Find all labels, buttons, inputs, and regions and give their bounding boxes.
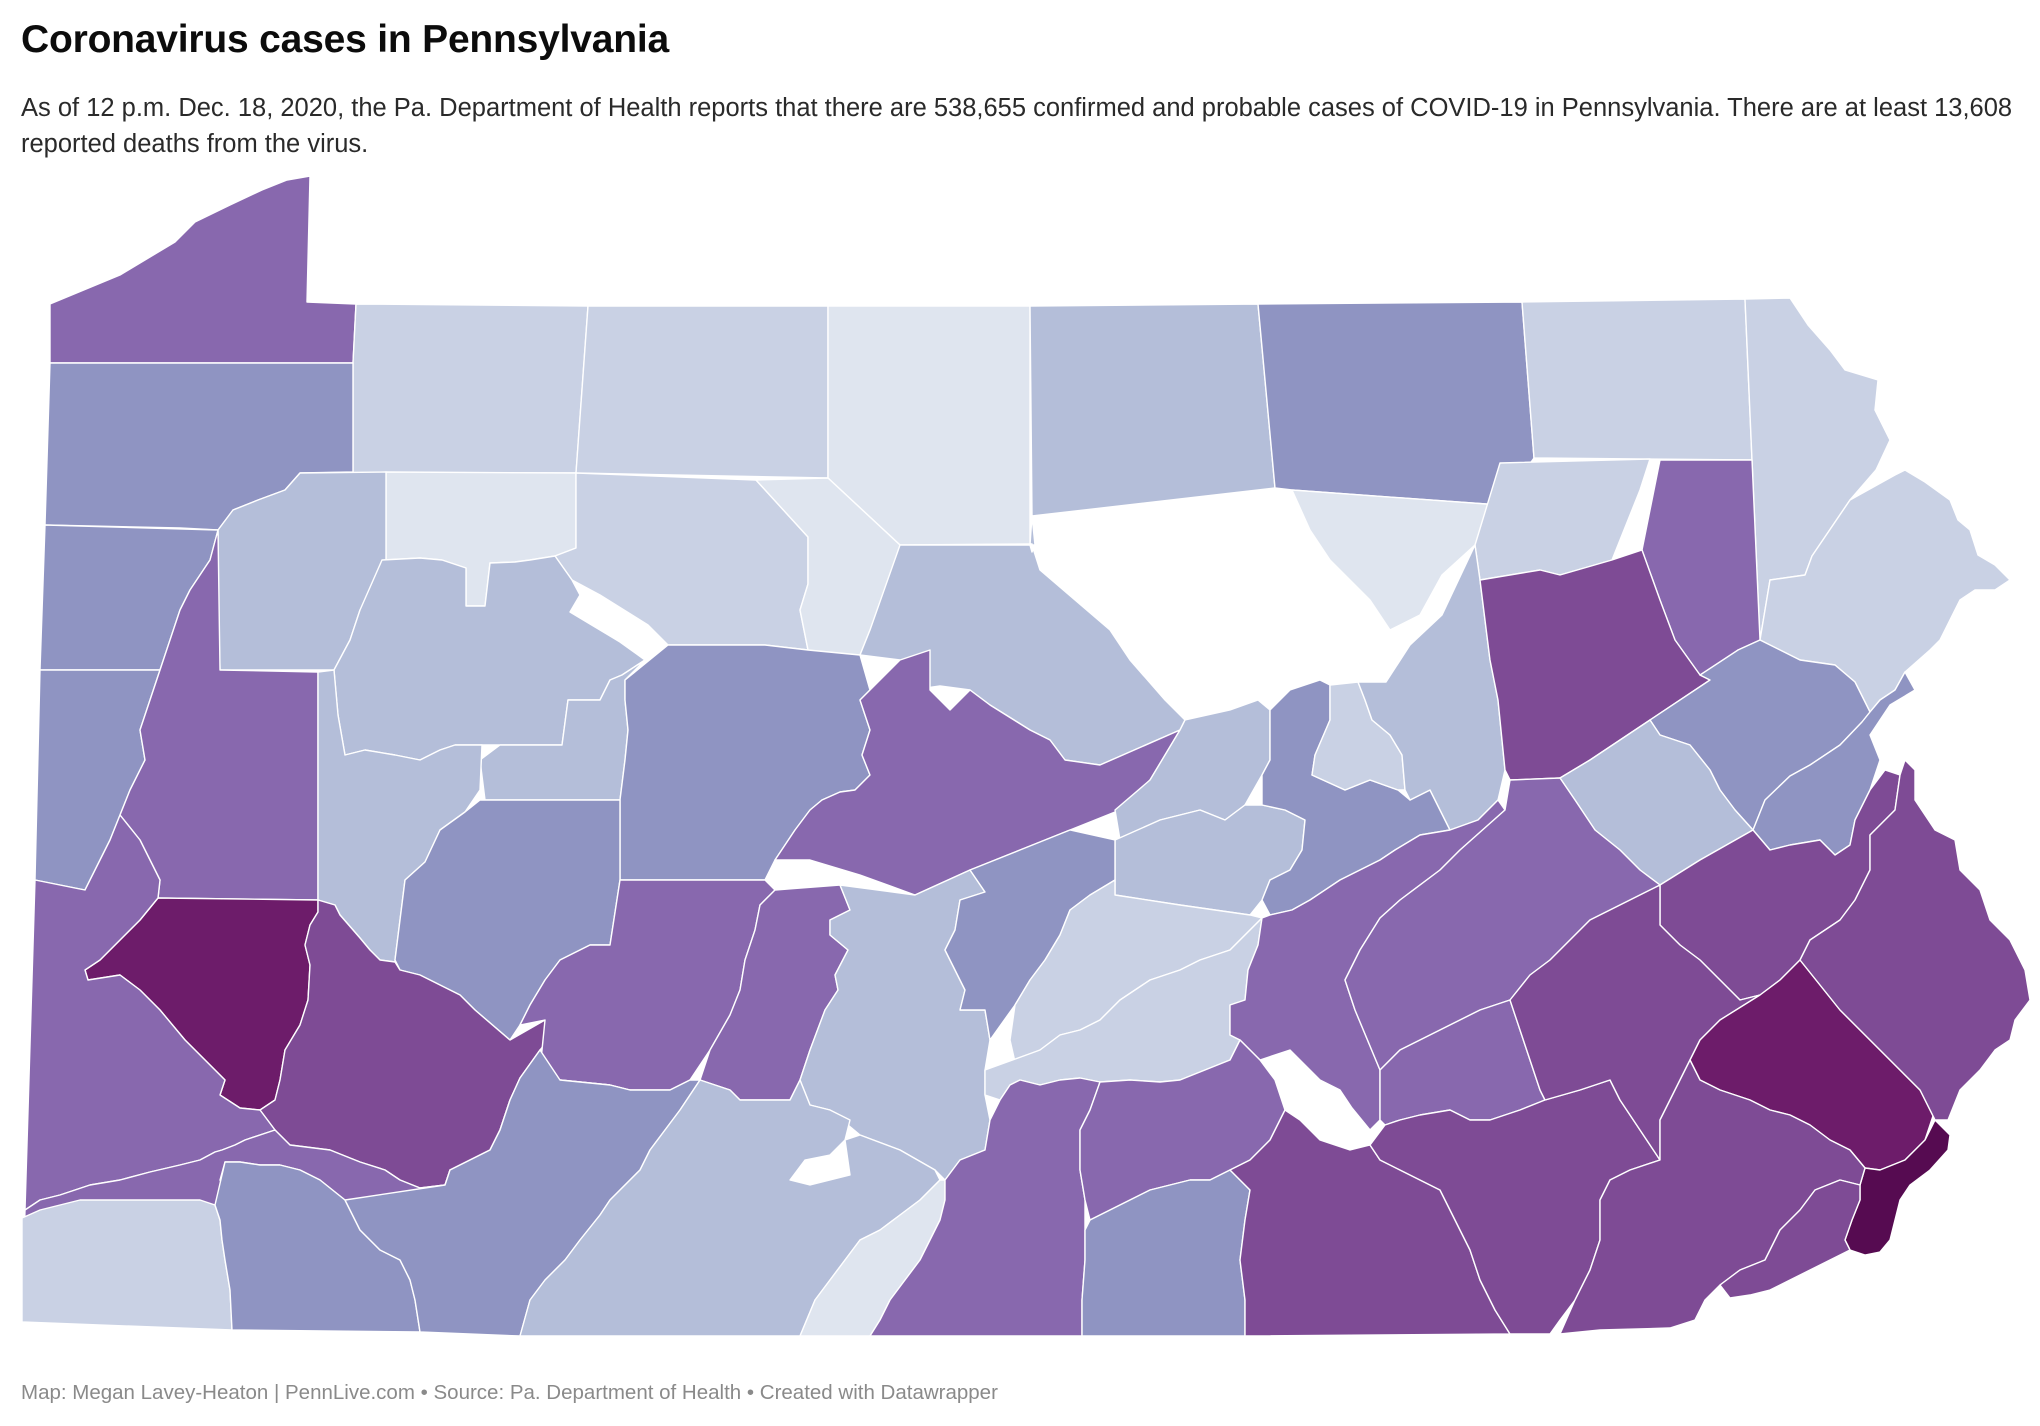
county-bucks[interactable]	[1799, 759, 2031, 1121]
map-title: Coronavirus cases in Pennsylvania	[21, 18, 670, 61]
county-tioga[interactable]	[1029, 303, 1276, 517]
county-mckean[interactable]	[575, 305, 829, 479]
county-erie[interactable]	[49, 175, 357, 364]
county-franklin[interactable]	[869, 1077, 1101, 1337]
county-greene[interactable]	[21, 1199, 233, 1331]
county-warren[interactable]	[352, 303, 589, 474]
county-elk[interactable]	[554, 472, 809, 651]
source-credit: Source: Pa. Department of Health	[433, 1381, 742, 1404]
county-delaware[interactable]	[1719, 1179, 1861, 1299]
footer-separator: •	[420, 1381, 428, 1404]
map-credit: Map: Megan Lavey-Heaton | PennLive.com	[21, 1381, 415, 1404]
map-subtitle: As of 12 p.m. Dec. 18, 2020, the Pa. Dep…	[21, 94, 2013, 158]
map-footer: Map: Megan Lavey-Heaton | PennLive.com •…	[21, 1381, 998, 1405]
county-susquehanna[interactable]	[1521, 298, 1753, 461]
footer-separator-2: •	[746, 1381, 755, 1404]
county-bradford[interactable]	[1257, 301, 1535, 506]
datawrapper-credit: Created with Datawrapper	[759, 1381, 998, 1404]
